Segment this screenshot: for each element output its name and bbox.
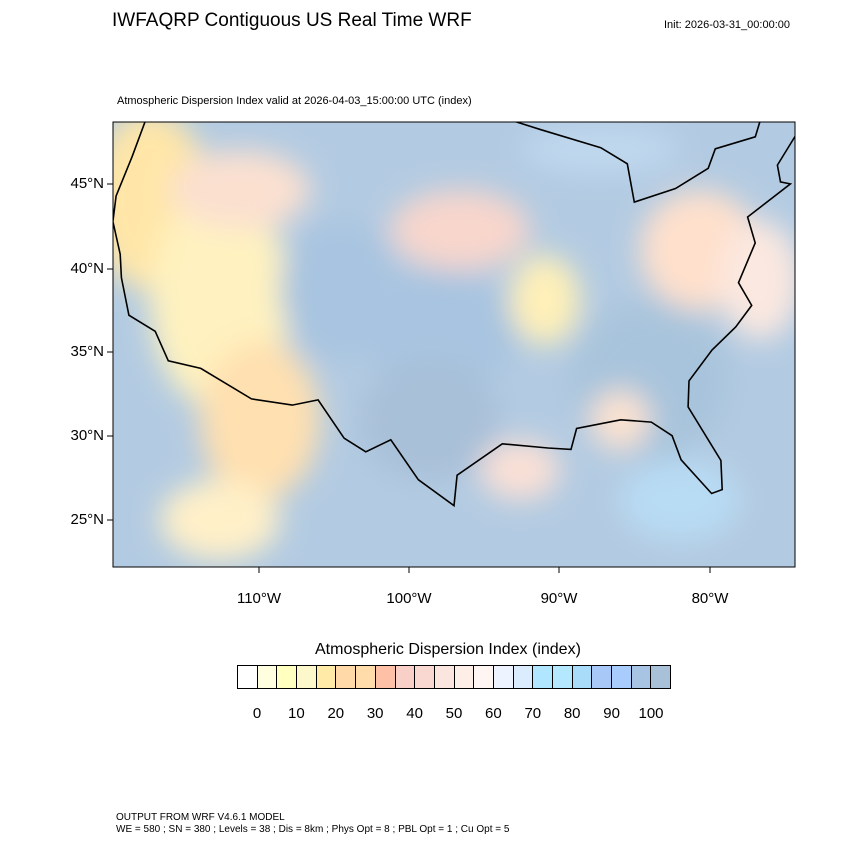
lon-label: 90°W <box>540 590 578 607</box>
lon-label: 100°W <box>386 590 432 607</box>
colorbar-swatch <box>493 666 514 688</box>
colorbar-swatch <box>434 666 455 688</box>
colorbar-label: 60 <box>485 705 502 722</box>
colorbar-swatch <box>257 666 278 688</box>
colorbar-swatch <box>612 666 632 688</box>
colorbar-swatch <box>395 666 416 688</box>
colorbar-swatch <box>592 666 613 688</box>
colorbar-label: 30 <box>366 705 384 722</box>
colorbar-title: Atmospheric Dispersion Index (index) <box>315 641 581 658</box>
colorbar-swatch <box>277 666 298 688</box>
colorbar-swatch <box>415 666 435 688</box>
lat-label: 45°N <box>70 175 104 192</box>
colorbar-swatch <box>474 666 494 688</box>
index-field <box>113 122 795 560</box>
colorbar-swatch <box>336 666 357 688</box>
colorbar-swatch <box>533 666 553 688</box>
model-config: WE = 580 ; SN = 380 ; Levels = 38 ; Dis … <box>116 824 510 835</box>
colorbar-swatch <box>297 666 317 688</box>
colorbar-swatch <box>316 666 337 688</box>
colorbar-label: 40 <box>406 705 423 722</box>
lat-label: 30°N <box>70 427 104 444</box>
colorbar-label: 100 <box>638 705 664 722</box>
colorbar-swatch <box>356 666 376 688</box>
colorbar-label: 0 <box>252 705 262 722</box>
colorbar-swatch <box>375 666 396 688</box>
model-info: OUTPUT FROM WRF V4.6.1 MODEL <box>116 812 285 823</box>
colorbar-label: 50 <box>445 705 463 722</box>
colorbar-label: 70 <box>524 705 542 722</box>
lat-label: 40°N <box>70 260 104 277</box>
colorbar-swatch <box>238 666 258 688</box>
us-coastline-border <box>113 122 795 508</box>
colorbar-swatch <box>651 666 671 688</box>
init-time: Init: 2026-03-31_00:00:00 <box>664 19 790 31</box>
colorbar-swatch <box>572 666 593 688</box>
lon-label: 80°W <box>691 590 729 607</box>
colorbar <box>237 665 672 689</box>
lat-label: 35°N <box>70 343 104 360</box>
plot-title: IWFAQRP Contiguous US Real Time WRF <box>112 10 472 31</box>
lon-label: 110°W <box>236 590 282 607</box>
lat-ticks <box>107 183 711 573</box>
lat-label: 25°N <box>70 511 104 528</box>
colorbar-label: 80 <box>563 705 581 722</box>
colorbar-swatch <box>454 666 475 688</box>
colorbar-swatch <box>553 666 573 688</box>
plot-subtitle: Atmospheric Dispersion Index valid at 20… <box>117 95 472 107</box>
colorbar-label: 10 <box>288 705 305 722</box>
colorbar-label: 90 <box>603 705 620 722</box>
colorbar-label: 20 <box>327 705 345 722</box>
colorbar-swatch <box>513 666 534 688</box>
map-frame <box>112 121 796 568</box>
colorbar-swatch <box>631 666 652 688</box>
